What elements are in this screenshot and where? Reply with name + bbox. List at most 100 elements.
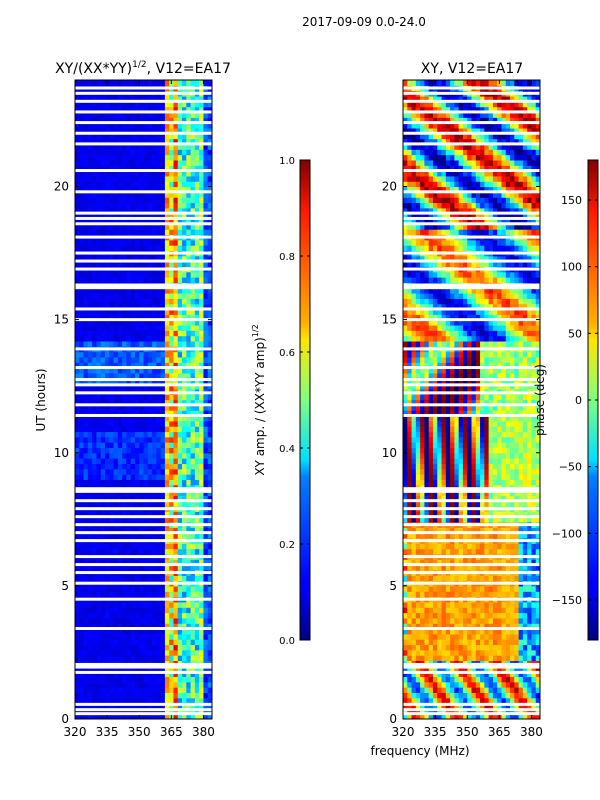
heatmap-cell — [152, 591, 157, 598]
heatmap-cell — [454, 559, 460, 566]
heatmap-cell — [407, 708, 413, 715]
heatmap-cell — [164, 223, 170, 230]
heatmap-cell — [104, 564, 110, 571]
heatmap-cell — [156, 612, 162, 619]
heatmap-cell — [143, 458, 149, 464]
heatmap-cell — [169, 340, 175, 347]
flagged-row — [75, 670, 212, 674]
heatmap-cell — [104, 271, 110, 278]
heatmap-cell — [492, 617, 498, 624]
heatmap-cell — [152, 431, 157, 438]
heatmap-cell — [199, 399, 205, 406]
heatmap-cell — [488, 633, 494, 640]
heatmap-cell — [92, 436, 98, 443]
heatmap-cell — [139, 394, 145, 401]
heatmap-cell — [117, 101, 123, 108]
heatmap-cell — [497, 559, 503, 566]
heatmap-cell — [160, 202, 166, 209]
heatmap-cell — [143, 255, 149, 262]
heatmap-cell — [186, 442, 192, 449]
heatmap-cell — [160, 612, 166, 619]
heatmap-cell — [475, 692, 481, 699]
heatmap-cell — [199, 287, 205, 294]
heatmap-cell — [190, 442, 196, 449]
heatmap-cell — [199, 271, 205, 278]
heatmap-cell — [87, 447, 93, 454]
heatmap-cell — [134, 404, 140, 411]
heatmap-cell — [488, 607, 494, 614]
heatmap-cell — [139, 111, 145, 118]
heatmap-cell — [130, 617, 136, 624]
heatmap-cell — [126, 527, 132, 534]
heatmap-cell — [177, 495, 183, 502]
heatmap-cell — [122, 319, 127, 326]
heatmap-cell — [152, 378, 157, 385]
heatmap-cell — [130, 649, 136, 656]
heatmap-cell — [147, 426, 153, 433]
heatmap-cell — [139, 271, 145, 278]
heatmap-cell — [134, 623, 140, 630]
heatmap-cell — [462, 639, 468, 646]
heatmap-cell — [96, 500, 102, 507]
heatmap-cell — [177, 239, 183, 246]
heatmap-cell — [199, 319, 205, 326]
heatmap-cell — [190, 575, 196, 582]
heatmap-cell — [92, 543, 98, 550]
heatmap-cell — [199, 601, 205, 608]
heatmap-cell — [177, 127, 183, 134]
heatmap-cell — [104, 671, 110, 677]
heatmap-cell — [194, 159, 200, 166]
heatmap-cell — [173, 202, 179, 209]
heatmap-cell — [109, 500, 115, 507]
heatmap-cell — [87, 500, 93, 507]
heatmap-cell — [194, 404, 200, 411]
heatmap-cell — [104, 436, 110, 443]
heatmap-cell — [203, 697, 209, 704]
heatmap-cell — [156, 426, 162, 433]
heatmap-cell — [126, 324, 132, 331]
heatmap-cell — [164, 633, 170, 640]
heatmap-cell — [130, 601, 136, 608]
heatmap-cell — [156, 239, 162, 246]
heatmap-cell — [96, 80, 102, 86]
heatmap-cell — [156, 495, 162, 502]
heatmap-cell — [445, 687, 451, 693]
heatmap-cell — [177, 175, 183, 182]
heatmap-cell — [143, 314, 149, 321]
heatmap-cell — [190, 149, 196, 156]
heatmap-cell — [199, 436, 205, 443]
heatmap-cell — [173, 431, 179, 438]
heatmap-cell — [190, 452, 196, 459]
heatmap-cell — [182, 458, 187, 464]
heatmap-cell — [182, 111, 187, 118]
heatmap-cell — [117, 585, 123, 592]
heatmap-cell — [143, 676, 149, 683]
heatmap-cell — [164, 490, 170, 496]
heatmap-cell — [488, 708, 494, 715]
heatmap-cell — [126, 543, 132, 550]
heatmap-cell — [143, 117, 149, 124]
heatmap-cell — [160, 495, 166, 502]
heatmap-cell — [92, 378, 98, 385]
heatmap-cell — [113, 207, 119, 214]
heatmap-cell — [173, 143, 179, 150]
heatmap-cell — [164, 639, 170, 646]
heatmap-cell — [83, 623, 89, 630]
heatmap-cell — [182, 665, 187, 672]
heatmap-cell — [173, 170, 179, 177]
heatmap-cell — [126, 644, 132, 651]
heatmap-cell — [83, 463, 89, 470]
heatmap-cell — [488, 623, 494, 630]
flagged-row — [75, 403, 212, 407]
heatmap-cell — [147, 175, 153, 182]
heatmap-cell — [177, 708, 183, 715]
heatmap-cell — [199, 170, 205, 177]
heatmap-cell — [92, 255, 98, 262]
heatmap-cell — [100, 362, 106, 369]
heatmap-cell — [480, 649, 485, 656]
heatmap-cell — [403, 644, 408, 651]
heatmap-cell — [156, 410, 162, 417]
heatmap-cell — [492, 687, 498, 693]
heatmap-cell — [147, 101, 153, 108]
heatmap-cell — [164, 170, 170, 177]
